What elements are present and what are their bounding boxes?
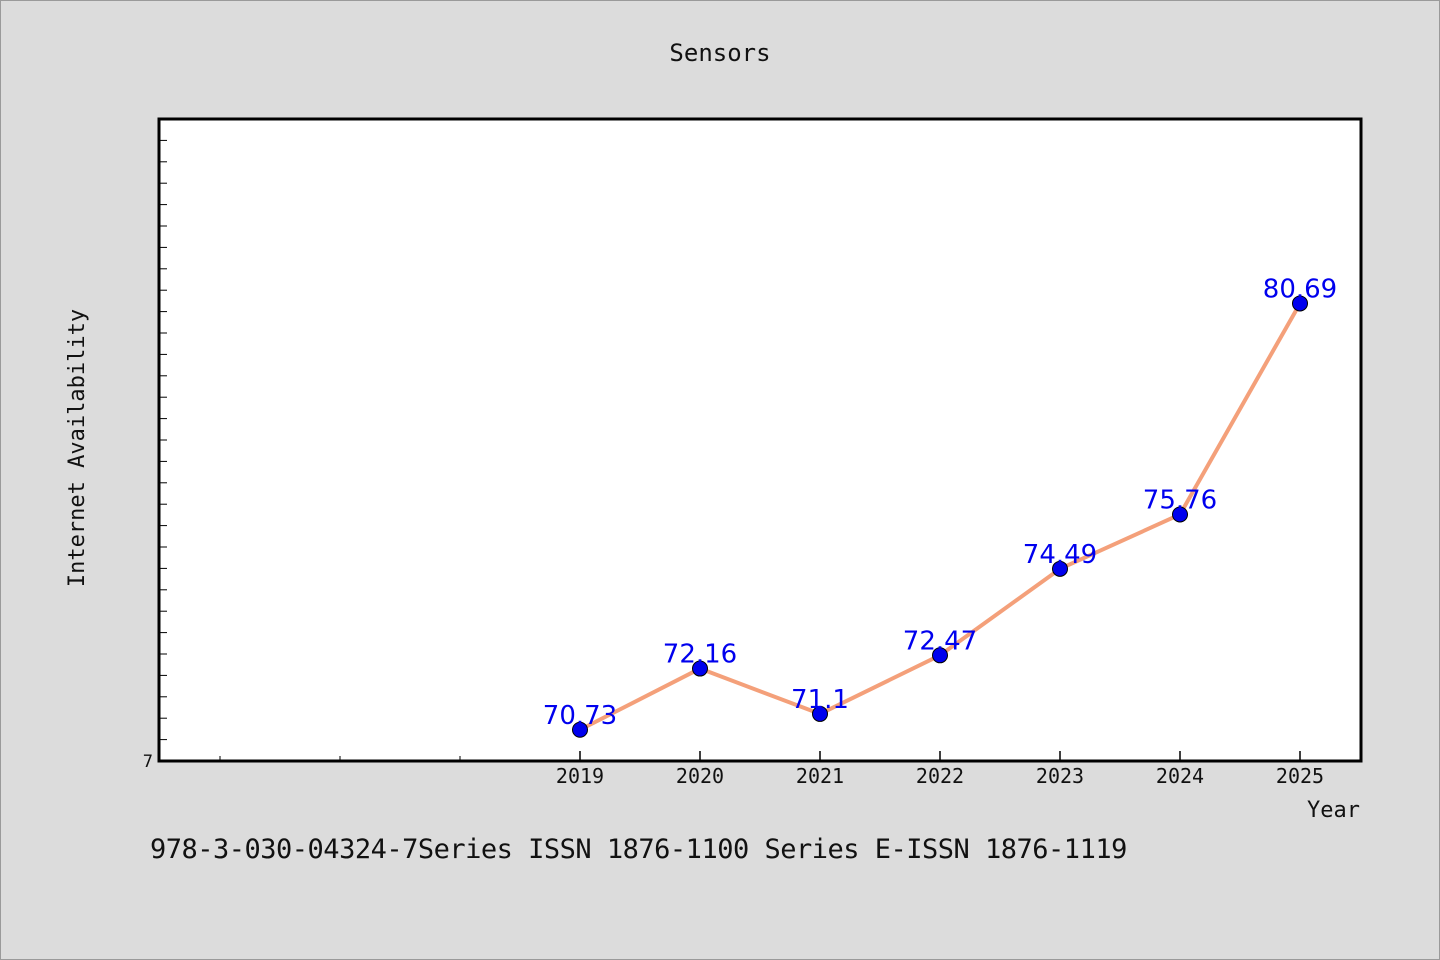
data-label: 74.49 [1023, 540, 1097, 570]
x-tick-label: 2019 [556, 764, 604, 788]
x-axis: 2019 2020 2021 2022 2023 2024 2025 [219, 751, 1324, 788]
y-axis-label: Internet Availability [65, 309, 90, 587]
data-label: 72.16 [663, 640, 737, 670]
book-identifier-caption: 978-3-030-04324-7Series ISSN 1876-1100 S… [150, 834, 1127, 865]
y-axis: 7 [143, 139, 167, 772]
data-point [812, 705, 828, 722]
data-point [1052, 560, 1068, 577]
x-axis-label: Year [1307, 798, 1360, 823]
data-point [1292, 295, 1308, 312]
x-tick-label: 2021 [796, 764, 844, 788]
data-label: 75.76 [1143, 485, 1217, 515]
x-tick-label: 2022 [916, 764, 964, 788]
chart-title: Sensors [669, 39, 770, 67]
data-label: 80.69 [1263, 274, 1337, 304]
data-point [692, 660, 708, 677]
data-label: 71.1 [791, 685, 849, 715]
data-point [932, 647, 948, 664]
x-tick-label: 2024 [1156, 764, 1204, 788]
plot-area [157, 117, 1363, 763]
x-tick-label: 2020 [676, 764, 724, 788]
data-point [572, 721, 588, 738]
data-label: 70.73 [543, 701, 617, 731]
x-tick-label: 2025 [1276, 764, 1324, 788]
series-group: 70.73 72.16 71.1 72.47 74.49 75.76 80.69 [543, 274, 1337, 738]
data-label: 72.47 [903, 626, 977, 656]
data-point [1172, 506, 1188, 523]
y-tick-label: 7 [143, 752, 153, 772]
x-tick-label: 2023 [1036, 764, 1084, 788]
